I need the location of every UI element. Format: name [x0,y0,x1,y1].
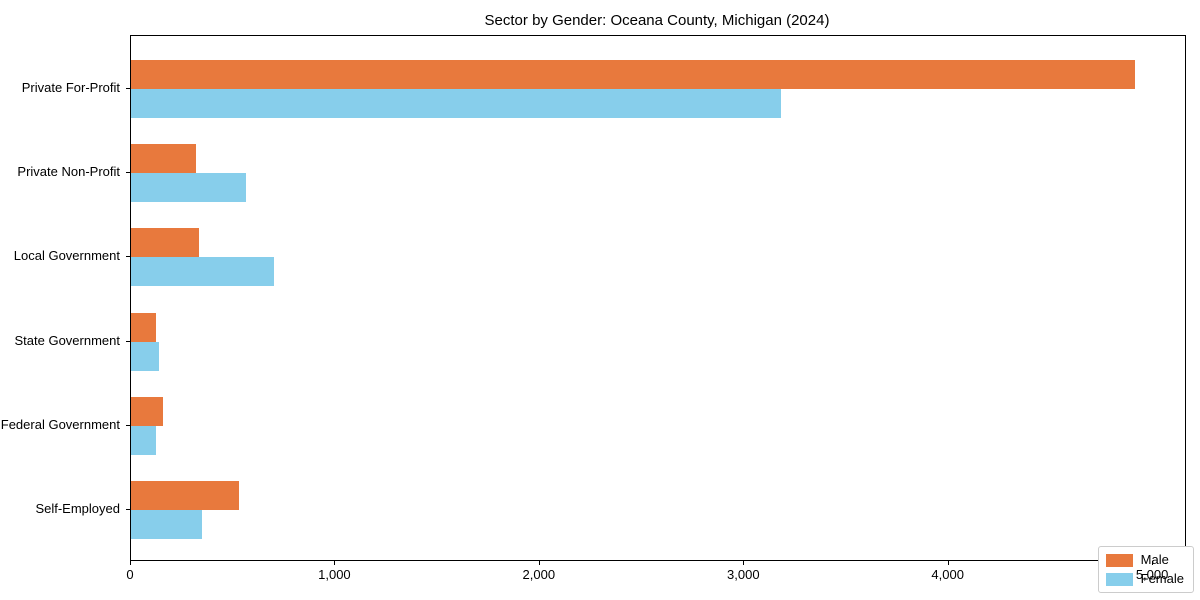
x-tick-label-5000: 5,000 [1135,567,1169,582]
x-tick-2000 [538,561,540,565]
x-tick-0 [130,561,131,565]
y-label-local-government: Local Government [13,248,120,264]
bar-female-self-employed [131,510,202,539]
legend: Male Female [1097,546,1194,593]
y-tick-state-government [126,340,130,342]
legend-label-female: Female [1140,571,1184,586]
x-tick-5000 [1152,561,1154,565]
bar-female-state-government [131,341,159,371]
bar-male-state-government [131,312,156,342]
bar-female-local-government [131,257,275,287]
x-tick-label-0: 0 [126,567,134,582]
y-tick-federal-government [126,424,130,426]
x-tick-3000 [743,561,745,565]
female-color-swatch [1105,572,1133,586]
x-tick-label-4000: 4,000 [931,567,964,582]
legend-entry-male: Male [1105,552,1184,567]
bar-female-federal-government [131,425,156,455]
x-tick-4000 [947,561,949,565]
x-tick-label-2000: 2,000 [522,567,556,582]
x-tick-1000 [334,561,336,565]
bar-male-local-government [131,228,199,258]
chart-title: Sector by Gender: Oceana County, Michiga… [484,12,830,29]
legend-entry-female: Female [1105,571,1184,586]
plot-area [130,35,1186,561]
y-tick-local-government [126,256,130,258]
y-label-federal-government: Federal Government [0,416,120,432]
y-label-state-government: State Government [14,332,121,348]
bar-female-private-non-profit [131,173,246,203]
y-label-self-employed: Self-Employed [35,501,120,516]
bar-male-private-for-profit [131,60,1135,89]
y-label-private-non-profit: Private Non-Profit [17,164,120,180]
x-tick-label-3000: 3,000 [727,567,760,582]
bar-male-private-non-profit [131,144,197,174]
legend-label-male: Male [1140,552,1169,567]
y-tick-private-for-profit [126,88,130,89]
bar-male-self-employed [131,481,240,510]
x-tick-label-1000: 1,000 [318,567,351,582]
bar-female-private-for-profit [131,89,782,118]
y-tick-private-non-profit [126,172,130,174]
male-color-swatch [1105,553,1133,567]
bar-male-federal-government [131,396,163,426]
y-label-private-for-profit: Private For-Profit [21,80,120,95]
y-tick-self-employed [126,509,130,510]
